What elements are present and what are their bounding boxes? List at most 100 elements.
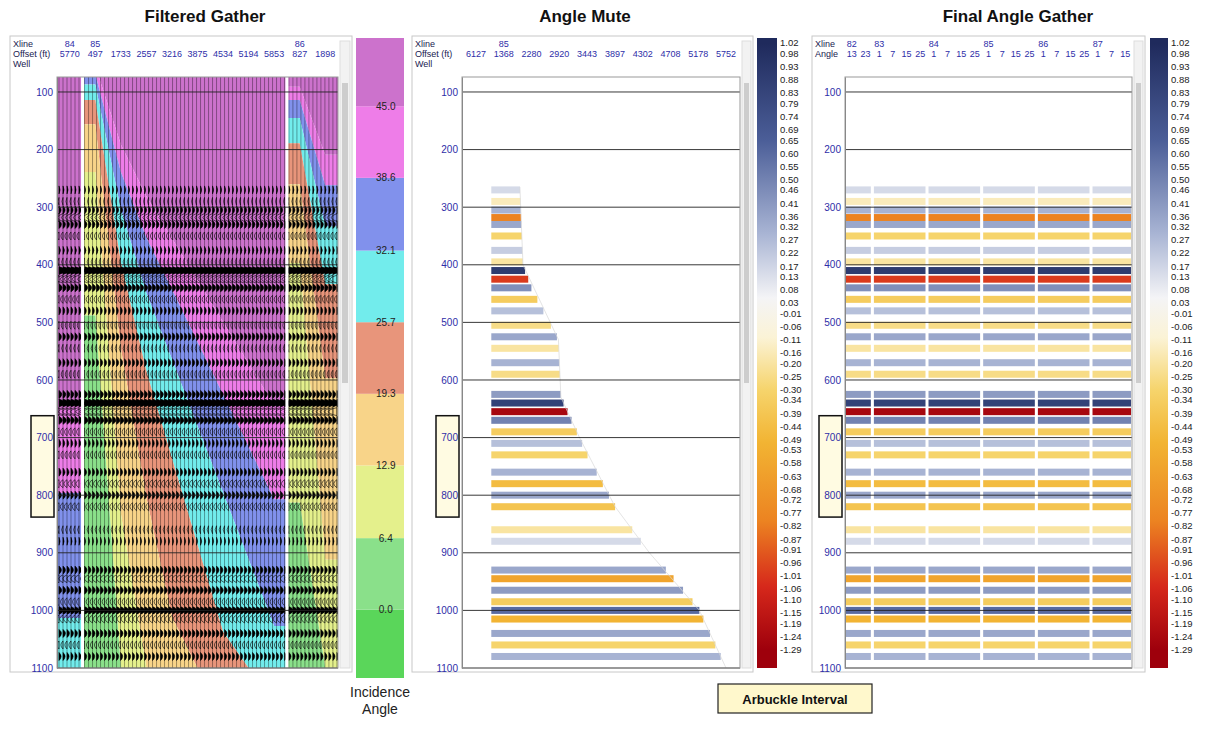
colorbar-tick-label: 0.08 [1171,284,1190,295]
y-tick-label: 700 [36,432,53,443]
colorbar-tick-label: -0.34 [780,394,802,405]
grid-line [845,552,1132,553]
colorbar-tick-label: -0.30 [780,384,802,395]
panel: Final Angle Gather1002003004005006007008… [812,7,1145,674]
colorbar-tick-label: -1.10 [1171,594,1193,605]
y-tick-label: 200 [441,144,458,155]
reflection-stripe [846,469,871,476]
x-label: 7 [945,49,950,59]
plot-frame [845,77,1132,668]
colorbar-title: IncidenceAngle [350,684,410,717]
colorbar: 1.020.980.930.880.830.790.740.690.650.60… [757,37,802,668]
reflection-stripe [491,641,716,648]
angle-zone [287,503,338,668]
colorbar-tick-label: -0.16 [1171,347,1193,358]
y-tick-label: 500 [824,317,841,328]
header-label: Xline [13,39,33,49]
xline-label: 85 [90,39,100,49]
reflection-stripe [491,214,521,221]
colorbar-tick-label: -0.06 [1171,321,1193,332]
colorbar-tick-label: 45.0 [376,101,396,112]
reflection-stripe [873,232,926,239]
reflection-stripe [873,276,926,283]
xline-label: 82 [847,39,857,49]
colorbar-tick-label: -0.91 [780,544,802,555]
reflection-stripe [1092,575,1131,582]
y-tick: 300 [824,202,845,213]
colorbar-tick-label: 0.46 [1171,184,1190,195]
reflection-stripe [1092,616,1131,623]
reflection-stripe [983,567,1036,574]
y-tick-label: 400 [36,259,53,270]
reflection-stripe [983,198,1036,205]
reflection-stripe [1092,296,1131,303]
reflection-stripe [983,359,1036,366]
x-label: 4302 [633,49,653,59]
colorbar-tick-label: 12.9 [376,460,396,471]
x-label: 5770 [60,49,80,59]
reflection-stripe [873,247,926,254]
reflection-stripe [846,345,871,352]
wiggle-event [57,575,337,583]
plot-marks [57,77,338,668]
y-tick: 1000 [31,605,57,616]
reflection-stripe [491,359,560,366]
colorbar-segment [356,538,404,610]
reflection-stripe [1037,428,1090,435]
reflection-stripe [983,391,1036,398]
colorbar-tick-label: 0.03 [780,297,799,308]
reflection-stripe [1037,371,1090,378]
reflection-stripe [1092,276,1131,283]
y-tick-label: 500 [36,317,53,328]
reflection-stripe [846,587,871,594]
reflection-stripe [983,526,1036,533]
wiggle-event [59,566,338,574]
reflection-stripe [846,575,871,582]
reflection-stripe [983,417,1036,424]
y-tick-label: 700 [441,432,458,443]
plot-marks [846,77,1131,668]
colorbar-tick-label: 0.88 [780,74,799,85]
reflection-stripe [846,480,871,487]
wiggle-event [59,399,338,407]
gather-separator [926,77,929,668]
x-label: 5752 [716,49,736,59]
x-label: 7 [1000,49,1005,59]
reflection-stripe [1092,480,1131,487]
grid-line [57,322,338,323]
reflection-stripe [1037,538,1090,545]
reflection-stripe [983,630,1036,637]
x-label: 1 [1095,49,1100,59]
colorbar-tick-label: 0.22 [780,247,799,258]
reflection-stripe [1092,598,1131,605]
reflection-stripe [491,616,704,623]
panel-title: Filtered Gather [145,7,266,26]
reflection-stripe [491,653,721,660]
reflection-stripe [983,345,1036,352]
reflection-stripe [1037,247,1090,254]
reflection-stripe [983,598,1036,605]
interval-box [31,416,54,517]
colorbar-tick-label: -0.01 [1171,308,1193,319]
reflection-stripe [491,307,544,314]
header-label: Well [13,59,30,69]
reflection-stripe [928,247,981,254]
x-label: 15 [1011,49,1021,59]
reflection-stripe [846,284,871,291]
colorbar-tick-label: -0.11 [1171,334,1192,345]
colorbar-tick-label: -0.58 [1171,457,1193,468]
panel-title: Final Angle Gather [943,7,1094,26]
colorbar-tick-label: -1.24 [780,631,802,642]
colorbar-tick-label: 0.13 [780,271,799,282]
colorbar-tick-label: 0.50 [780,174,799,185]
colorbar-tick-label: 0.74 [1171,111,1190,122]
reflection-stripe [928,232,981,239]
x-label: 15 [1065,49,1075,59]
x-label: 15 [901,49,911,59]
reflection-stripe [928,480,981,487]
colorbar-tick-label: 1.02 [1171,37,1190,48]
reflection-stripe [1037,526,1090,533]
panel-frame [10,36,352,672]
x-label: 5194 [239,49,259,59]
reflection-stripe [928,503,981,510]
